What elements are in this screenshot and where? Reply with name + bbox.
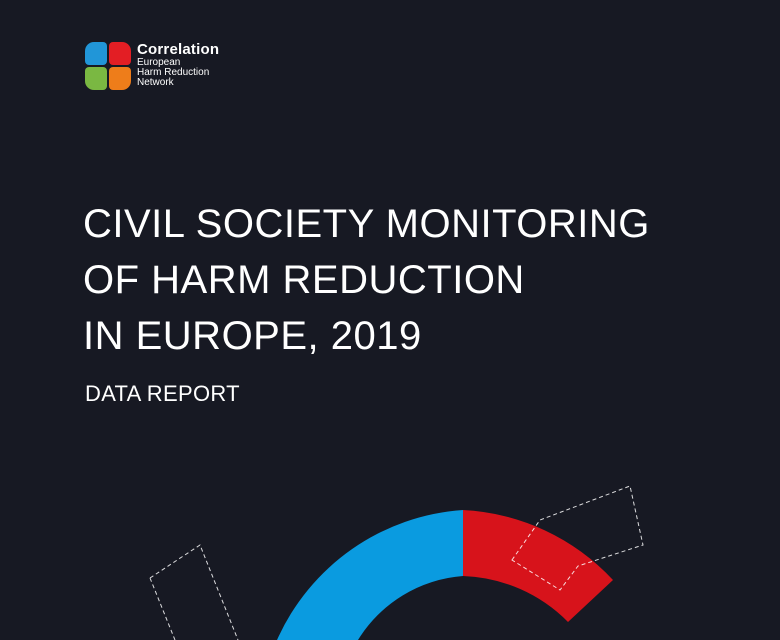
report-title-line-2: OF HARM REDUCTION xyxy=(83,258,525,302)
logo-green-quadrant xyxy=(85,67,107,90)
logo-subtitle-line-1: European xyxy=(137,57,181,68)
logo-text: Correlation European Harm Reduction Netw… xyxy=(137,42,219,88)
decorative-ring-graphic xyxy=(149,485,644,640)
blue-ring-segment xyxy=(277,510,463,640)
logo-red-quadrant xyxy=(109,42,131,65)
report-title-line-3: IN EUROPE, 2019 xyxy=(83,314,422,358)
logo-blue-quadrant xyxy=(85,42,107,65)
logo-orange-quadrant xyxy=(109,67,131,90)
logo-subtitle-line-2: Harm Reduction xyxy=(137,67,210,78)
correlation-logo: Correlation European Harm Reduction Netw… xyxy=(85,42,219,90)
report-subtitle: DATA REPORT xyxy=(85,381,240,406)
red-ring-segment xyxy=(463,510,613,622)
logo-mark-icon xyxy=(85,42,131,90)
dashed-outline-left xyxy=(149,544,239,640)
report-title: CIVIL SOCIETY MONITORING OF HARM REDUCTI… xyxy=(83,196,650,364)
logo-name: Correlation xyxy=(137,41,220,58)
report-title-line-1: CIVIL SOCIETY MONITORING xyxy=(83,202,650,246)
dashed-outline-right xyxy=(511,485,644,591)
logo-subtitle-line-3: Network xyxy=(137,77,174,88)
